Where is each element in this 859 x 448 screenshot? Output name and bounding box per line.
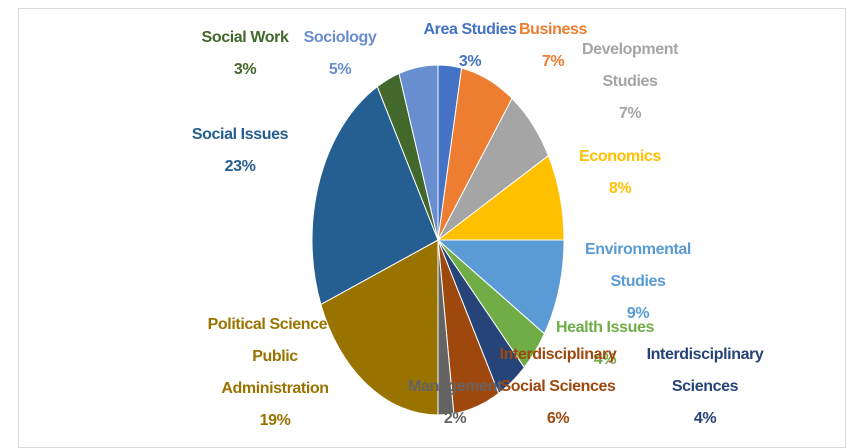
- value-label: 19%: [259, 412, 291, 429]
- category-label: Health Issues: [556, 319, 654, 336]
- value-label: 8%: [608, 180, 632, 197]
- chart: Area Studies 3% Business 7% Development Stud…: [18, 8, 846, 448]
- value-label: 3%: [233, 61, 257, 78]
- value-label: 5%: [328, 61, 352, 78]
- slice-label: Management 2%: [405, 371, 505, 435]
- slice-label: Interdisciplinary Sciences 4%: [630, 339, 780, 435]
- value-label: 2%: [443, 410, 467, 427]
- value-label: 9%: [626, 305, 650, 322]
- value-label: 6%: [546, 410, 570, 427]
- pie: [311, 64, 565, 416]
- category-label: Political Science & Public Administratio…: [207, 316, 343, 397]
- slice-label: Social Issues 23%: [180, 119, 300, 183]
- pie-slice: [311, 85, 439, 306]
- category-label: Development Studies: [581, 41, 679, 90]
- category-label: Business: [519, 21, 587, 38]
- value-label: 7%: [541, 53, 565, 70]
- slice-label: Economics 8%: [570, 141, 670, 205]
- pie-slice: [320, 239, 439, 416]
- slice-label: Health Issues 4%: [545, 312, 665, 376]
- category-label: Interdisciplinary Sciences: [646, 346, 764, 395]
- category-label: Sociology: [303, 29, 377, 46]
- value-label: 7%: [618, 105, 642, 122]
- category-label: Area Studies: [423, 21, 517, 38]
- value-label: 4%: [593, 351, 617, 368]
- slice-label: Business 7%: [508, 14, 598, 78]
- pie-slice: [398, 64, 439, 241]
- category-label: Social Work: [201, 29, 289, 46]
- category-label: Environmental Studies: [585, 241, 691, 290]
- pie-slice: [436, 239, 565, 335]
- category-label: Economics: [579, 148, 661, 165]
- category-label: Interdisciplinary Social Sciences: [499, 346, 617, 395]
- slice-label: Political Science & Public Administratio…: [200, 309, 350, 437]
- value-label: 3%: [458, 53, 482, 70]
- value-label: 4%: [693, 410, 717, 427]
- value-label: 23%: [224, 158, 256, 175]
- slice-label: Sociology 5%: [295, 22, 385, 86]
- slice-label: Area Studies 3%: [415, 14, 525, 78]
- slice-label: Environmental Studies 9%: [568, 234, 708, 330]
- category-label: Social Issues: [191, 126, 289, 143]
- category-label: Management: [408, 378, 502, 395]
- slice-label: Development Studies 7%: [570, 34, 690, 130]
- slice-label: Social Work 3%: [190, 22, 300, 86]
- slice-label: Interdisciplinary Social Sciences 6%: [488, 339, 628, 435]
